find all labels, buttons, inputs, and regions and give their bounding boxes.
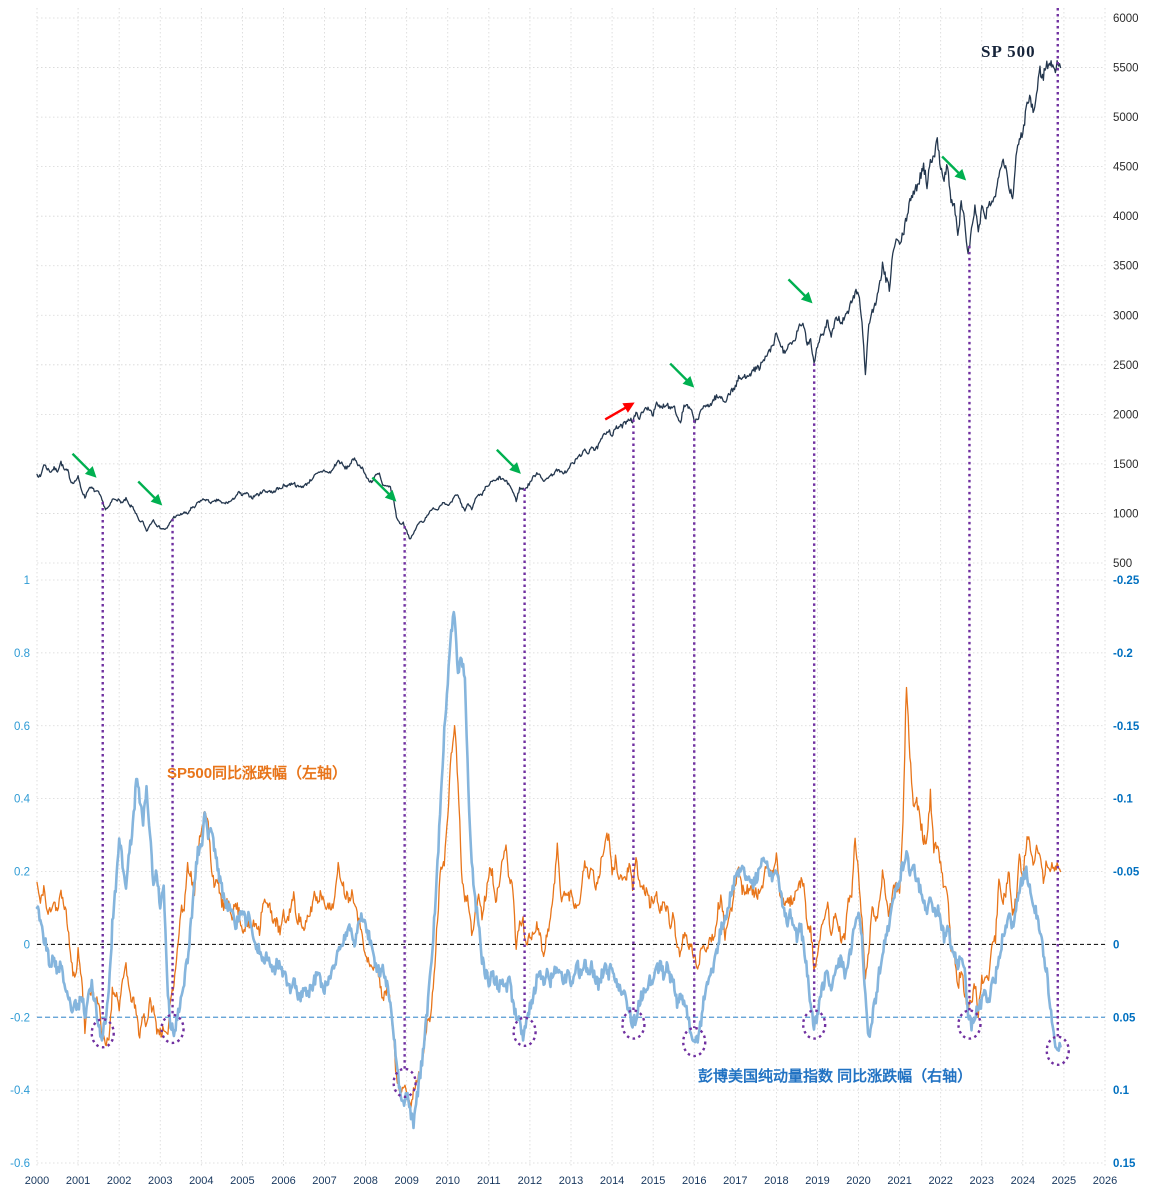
green-arrow-shaft xyxy=(137,480,157,501)
left-tick-label: 1 xyxy=(24,575,30,587)
x-tick-label: 2018 xyxy=(764,1175,788,1187)
x-tick-label: 2022 xyxy=(928,1175,952,1187)
price-tick-label: 500 xyxy=(1113,558,1132,570)
x-tick-label: 2007 xyxy=(312,1175,336,1187)
green-arrow-head xyxy=(150,493,163,506)
red-arrow-shaft xyxy=(604,405,628,421)
x-tick-label: 2002 xyxy=(107,1175,131,1187)
price-tick-label: 3000 xyxy=(1113,310,1139,322)
momentum-yoy-series-label: 彭博美国纯动量指数 同比涨跌幅（右轴） xyxy=(698,1068,973,1085)
signal-circle xyxy=(801,1009,827,1040)
sp500-series-label: SP 500 xyxy=(981,42,1036,61)
x-tick-label: 2009 xyxy=(394,1175,418,1187)
x-tick-label: 2014 xyxy=(600,1175,624,1187)
x-tick-label: 2010 xyxy=(436,1175,460,1187)
left-tick-label: -0.4 xyxy=(10,1085,30,1097)
green-arrow-shaft xyxy=(71,452,92,473)
left-tick-label: 0.4 xyxy=(14,794,31,806)
green-arrow-shaft xyxy=(787,278,808,298)
x-tick-label: 2019 xyxy=(805,1175,829,1187)
x-tick-label: 2001 xyxy=(66,1175,90,1187)
x-tick-label: 2003 xyxy=(148,1175,172,1187)
signal-circle xyxy=(512,1016,537,1048)
price-tick-label: 1000 xyxy=(1113,508,1139,520)
left-tick-label: 0 xyxy=(24,939,30,951)
x-tick-label: 2004 xyxy=(189,1175,213,1187)
right-tick-label: -0.1 xyxy=(1113,794,1133,806)
right-tick-label: -0.05 xyxy=(1113,867,1140,879)
green-arrow-shaft xyxy=(495,448,516,469)
x-tick-label: 2024 xyxy=(1011,1175,1035,1187)
red-arrow-head xyxy=(622,402,635,413)
x-tick-label: 2005 xyxy=(230,1175,254,1187)
x-tick-label: 2026 xyxy=(1093,1175,1117,1187)
price-tick-label: 2000 xyxy=(1113,409,1139,421)
left-tick-label: 0.8 xyxy=(14,648,30,660)
right-tick-label: 0.05 xyxy=(1113,1012,1136,1024)
price-tick-label: 3500 xyxy=(1113,261,1139,273)
left-tick-label: -0.2 xyxy=(10,1012,30,1024)
price-tick-label: 6000 xyxy=(1113,13,1139,25)
green-arrow-head xyxy=(954,168,967,181)
left-tick-label: 0.2 xyxy=(14,867,30,879)
x-tick-label: 2017 xyxy=(723,1175,747,1187)
x-tick-label: 2025 xyxy=(1052,1175,1076,1187)
green-arrow-shaft xyxy=(669,362,689,383)
x-tick-label: 2013 xyxy=(559,1175,583,1187)
signal-circle xyxy=(160,1013,185,1045)
green-arrow-head xyxy=(84,466,97,478)
price-tick-label: 5000 xyxy=(1113,112,1139,124)
right-tick-label: -0.2 xyxy=(1113,648,1133,660)
x-tick-label: 2012 xyxy=(518,1175,542,1187)
signal-circle xyxy=(957,1009,982,1040)
price-tick-label: 1500 xyxy=(1113,459,1139,471)
momentum-yoy-line xyxy=(35,610,1062,1130)
sp500-price-line xyxy=(36,60,1062,540)
sp500-yoy-series-label: SP500同比涨跌幅（左轴） xyxy=(167,765,348,782)
x-tick-label: 2015 xyxy=(641,1175,665,1187)
right-tick-label: 0.1 xyxy=(1113,1085,1130,1097)
right-tick-label: -0.25 xyxy=(1113,575,1140,587)
x-tick-label: 2021 xyxy=(887,1175,911,1187)
price-tick-label: 4500 xyxy=(1113,162,1139,174)
right-tick-label: 0.15 xyxy=(1113,1158,1136,1170)
green-arrow-shaft xyxy=(941,155,961,175)
x-tick-label: 2023 xyxy=(970,1175,994,1187)
x-tick-label: 2006 xyxy=(271,1175,295,1187)
price-tick-label: 4000 xyxy=(1113,211,1139,223)
green-arrow-head xyxy=(509,462,521,474)
price-tick-label: 2500 xyxy=(1113,360,1139,372)
x-tick-label: 2011 xyxy=(477,1175,501,1187)
signal-circle xyxy=(682,1026,707,1058)
left-tick-label: 0.6 xyxy=(14,721,30,733)
right-tick-label: 0 xyxy=(1113,939,1119,951)
green-arrow-head xyxy=(800,291,813,304)
left-tick-label: -0.6 xyxy=(10,1158,30,1170)
right-tick-label: -0.15 xyxy=(1113,721,1140,733)
x-tick-label: 2020 xyxy=(846,1175,870,1187)
signal-circle xyxy=(90,1018,115,1049)
green-arrow-shaft xyxy=(371,476,391,497)
sp500-yoy-line xyxy=(36,686,1062,1109)
x-tick-label: 2016 xyxy=(682,1175,706,1187)
x-tick-label: 2008 xyxy=(353,1175,377,1187)
signal-circle xyxy=(392,1067,417,1099)
green-arrow-head xyxy=(682,375,695,388)
green-arrow-head xyxy=(384,489,397,502)
signal-circle xyxy=(1045,1035,1070,1066)
price-tick-label: 5500 xyxy=(1113,63,1139,75)
signal-circle xyxy=(621,1009,646,1040)
x-tick-label: 2000 xyxy=(25,1175,49,1187)
